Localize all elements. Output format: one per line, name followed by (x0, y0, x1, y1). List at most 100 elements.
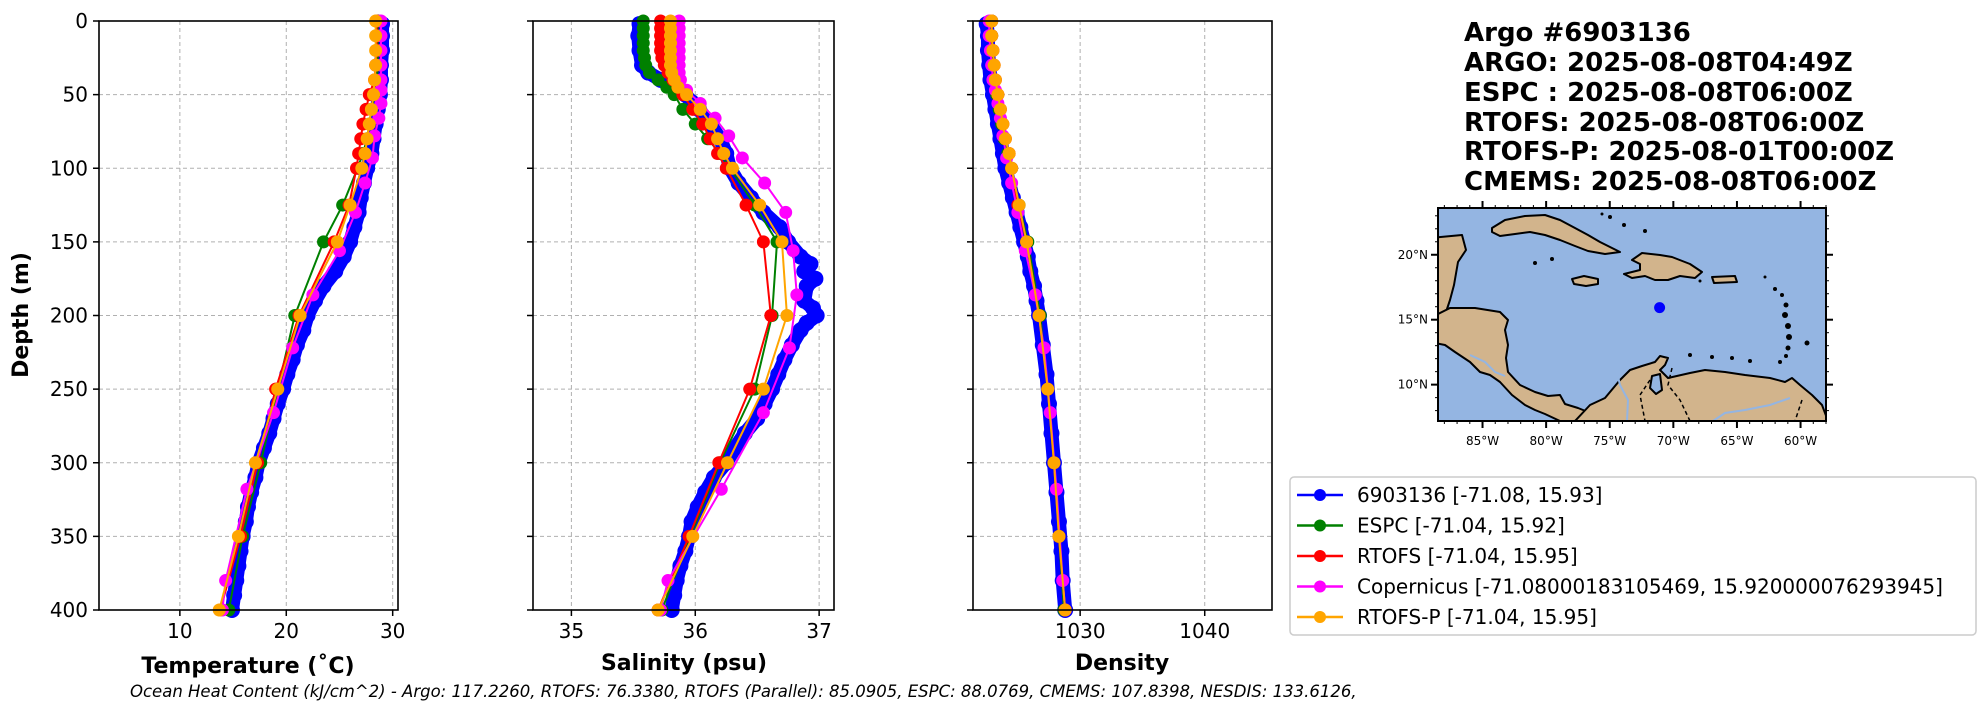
land-hispaniola (1623, 252, 1703, 281)
map-lat-label: 10°N (1398, 378, 1428, 392)
temperature-point-6903136 (295, 322, 312, 339)
salinity-point-rtofs-p (680, 88, 694, 102)
temperature-point-rtofs-p (367, 88, 381, 102)
salinity-point-rtofs-p (671, 80, 685, 94)
density-point-rtofs-p (996, 117, 1010, 131)
salinity-point-rtofs-p (775, 235, 789, 249)
land-puerto-rico (1711, 275, 1738, 284)
map-lat-label: 20°N (1398, 248, 1428, 262)
legend-entry: RTOFS-P [-71.04, 15.95] (1297, 605, 1597, 629)
land-jamaica (1571, 275, 1599, 287)
legend-label: 6903136 [-71.08, 15.93] (1357, 483, 1602, 507)
density-point-rtofs-p (1005, 161, 1019, 175)
density-point-rtofs-p (1012, 198, 1026, 212)
density-point-rtofs-p (1047, 456, 1061, 470)
salinity-x-axis-title: Salinity (psu) (601, 651, 767, 676)
salinity-point-rtofs-p (780, 309, 794, 322)
salinity-point-rtofs-p (756, 382, 770, 396)
density-point-rtofs-p (1020, 235, 1034, 249)
salinity-point-copernicus (786, 244, 800, 258)
density-point-rtofs-p (1032, 309, 1046, 322)
salinity-point-6903136 (666, 587, 683, 604)
density-series (978, 14, 1074, 618)
map-lon-label: 70°W (1657, 434, 1690, 448)
temperature-point-rtofs-p (369, 43, 383, 57)
density-point-rtofs-p (998, 132, 1012, 146)
salinity-point-copernicus (714, 482, 728, 496)
temperature-point-copernicus (240, 482, 254, 496)
temperature-point-rtofs-p (369, 29, 383, 43)
salinity-point-6903136 (798, 278, 815, 295)
salinity-point-copernicus (758, 176, 772, 190)
density-point-copernicus (1037, 341, 1051, 355)
salinity-point-copernicus (782, 341, 796, 355)
temperature-point-rtofs-p (369, 58, 383, 72)
salinity-x-tick-label: 35 (559, 619, 584, 643)
map-lon-label: 85°W (1466, 434, 1499, 448)
salinity-point-espc (642, 66, 656, 80)
land-yucatan (1438, 234, 1467, 319)
legend-marker-icon (1314, 611, 1326, 623)
legend-frame (1289, 476, 1977, 636)
legend-marker-icon (1314, 550, 1326, 562)
legend-marker-icon (1314, 519, 1326, 532)
temperature-point-rtofs-p (231, 529, 245, 543)
salinity-point-rtofs (743, 382, 757, 396)
density-panel: 1030 1040 (967, 14, 1273, 643)
salinity-point-copernicus (735, 151, 749, 165)
legend-label: RTOFS-P [-71.04, 15.95] (1357, 605, 1597, 629)
salinity-point-copernicus (756, 406, 770, 420)
land-lesser-antilles (1533, 212, 1810, 364)
density-x-axis-title: Density (1075, 651, 1169, 676)
salinity-point-rtofs-p (717, 147, 731, 161)
map-lon-label: 60°W (1784, 434, 1817, 448)
legend-entry: ESPC [-71.04, 15.92] (1297, 514, 1565, 538)
salinity-point-copernicus (722, 129, 736, 143)
salinity-point-rtofs-p (693, 102, 707, 116)
temperature-point-copernicus (374, 96, 388, 110)
density-point-rtofs-p (1041, 382, 1055, 396)
legend-marker-icon (1314, 489, 1326, 501)
salinity-x-tick-label: 36 (683, 619, 708, 643)
salinity-series (630, 14, 825, 618)
legend-label: ESPC [-71.04, 15.92] (1357, 514, 1565, 538)
legend-entry: Copernicus [-71.08000183105469, 15.92000… (1297, 575, 1943, 599)
info-line-espc: ESPC : 2025-08-08T06:00Z (1464, 78, 1853, 108)
float-location-marker (1654, 302, 1666, 314)
temperature-point-rtofs-p (293, 309, 307, 322)
info-line-argo: ARGO: 2025-08-08T04:49Z (1464, 48, 1853, 78)
y-tick-label: 100 (50, 156, 88, 180)
salinity-point-rtofs (739, 198, 753, 212)
land-cuba (1491, 214, 1621, 255)
land-south-america (1574, 355, 1826, 421)
density-point-rtofs-p (991, 88, 1005, 102)
temperature-point-rtofs-p (343, 198, 357, 212)
salinity-point-6903136 (792, 322, 809, 339)
salinity-point-rtofs-p (704, 117, 718, 131)
salinity-point-copernicus (790, 288, 804, 302)
temperature-point-6903136 (226, 587, 243, 604)
temperature-point-espc (317, 235, 331, 249)
info-block: Argo #6903136 ARGO: 2025-08-08T04:49Z ES… (1464, 18, 1894, 197)
y-tick-label: 200 (50, 304, 88, 328)
temperature-series (212, 14, 391, 618)
y-tick-label: 300 (50, 451, 88, 475)
temperature-point-rtofs-p (330, 235, 344, 249)
map-frame (1437, 207, 1827, 422)
legend-label: RTOFS [-71.04, 15.95] (1357, 544, 1578, 568)
temperature-point-copernicus (219, 574, 233, 588)
density-point-rtofs-p (993, 102, 1007, 116)
temperature-point-rtofs-p (358, 147, 372, 161)
y-tick-label: 350 (50, 524, 88, 548)
density-point-rtofs-p (987, 58, 1001, 72)
legend-marker-icon (1314, 580, 1326, 593)
temperature-point-rtofs-p (248, 456, 262, 470)
temperature-point-copernicus (358, 176, 372, 190)
temperature-point-rtofs-p (360, 132, 374, 146)
density-point-rtofs-p (1052, 529, 1066, 543)
salinity-point-rtofs-p (753, 198, 767, 212)
map-lat-label: 15°N (1398, 313, 1428, 327)
y-tick-label: 0 (75, 9, 88, 33)
